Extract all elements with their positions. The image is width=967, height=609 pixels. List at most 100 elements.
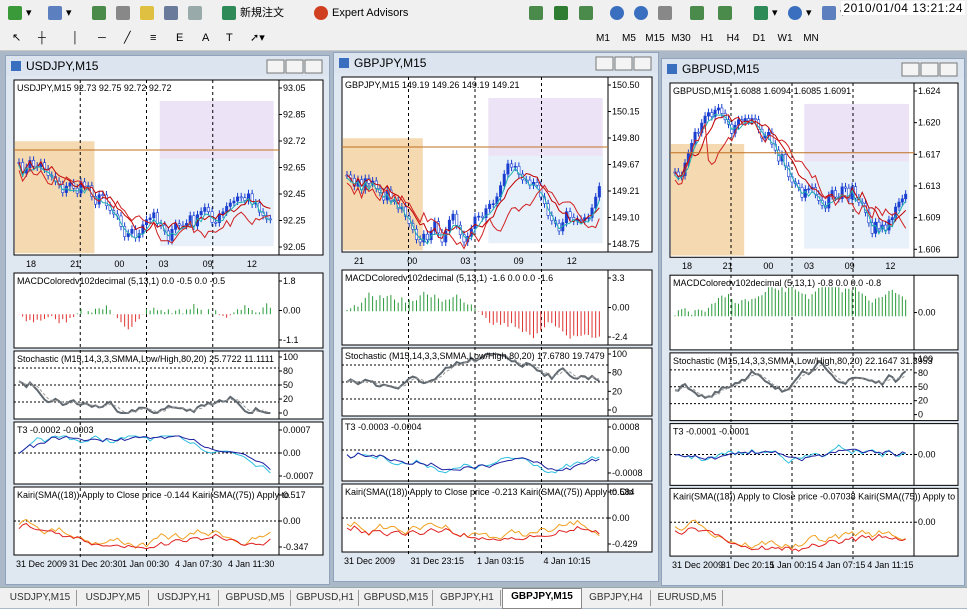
window-min-button[interactable] [901,62,920,77]
timeframe-button[interactable]: H4 [726,33,740,44]
candle-body [897,201,901,208]
timeframe-button[interactable]: M30 [671,33,691,44]
panel [341,269,653,346]
tile-button[interactable] [654,4,680,22]
indicators-button[interactable]: ▾ [750,4,782,22]
arrows-tool[interactable]: ➚▾ [250,32,265,44]
chart-tab[interactable]: GBPUSD,H1 [292,590,359,606]
window-icon [11,61,21,71]
fibo-tool[interactable]: E [176,32,184,44]
zoom-out-button[interactable] [630,4,656,22]
chart-tab[interactable]: GBPUSD,M15 [360,590,433,606]
time-label: 12 [247,259,257,269]
line-chart-button[interactable] [575,4,601,22]
price-header: GBPUSD,M15 1.6088 1.6094 1.6085 1.6091 [673,86,851,96]
candle-body [130,228,134,234]
data-window-button[interactable] [112,4,138,22]
shift-button[interactable] [714,4,740,22]
chart-tab[interactable]: USDJPY,M5 [78,590,149,606]
chart-tab[interactable]: GBPUSD,M5 [220,590,291,606]
axis-label: 20 [283,394,293,404]
axis-label: 0 [918,410,923,420]
candle-body [236,196,240,202]
candle-body [513,166,517,168]
time-label: 31 Dec 2009 [672,560,723,570]
label-tool[interactable]: T [226,32,233,44]
terminal-button[interactable] [160,4,186,22]
candle-body [451,213,455,221]
window-min-button[interactable] [266,59,285,74]
crosshair-tool[interactable]: ┼ [38,32,46,44]
timeframe-button[interactable]: M15 [645,33,665,44]
channel-tool[interactable]: ≡ [150,32,157,44]
autoscroll-button[interactable] [686,4,712,22]
trendline-tool[interactable]: ╱ [124,32,131,44]
kairi-header: Kairi(SMA((18)) Apply to Close price -0.… [345,487,633,497]
zoom-in-button[interactable] [606,4,632,22]
text-tool[interactable]: A [202,32,210,44]
candle-body [827,195,831,209]
horizontal-line-tool[interactable]: ─ [98,32,106,44]
t3-header: T3 -0.0003 -0.0004 [345,422,422,432]
timeframe-button[interactable]: MN [803,33,819,44]
t3-line [346,452,600,471]
window-max-button[interactable] [614,56,633,71]
periods-button[interactable]: ▾ [784,4,816,22]
candle-body [696,131,700,134]
t3-line [18,435,271,471]
market-watch-button[interactable] [88,4,114,22]
vertical-line-tool[interactable]: │ [72,32,79,44]
axis-label: 80 [612,368,622,378]
candle-body [488,203,492,209]
signal-line [346,353,600,388]
kairi-line [18,522,271,550]
window-min-button[interactable] [595,56,614,71]
chart-tab[interactable]: USDJPY,M15 [4,590,77,606]
timeframe-button[interactable]: D1 [752,33,766,44]
chart-tab[interactable]: GBPJPY,M15 [502,588,582,609]
bar-chart-button[interactable] [525,4,551,22]
panel [341,483,653,553]
axis-label: 20 [918,396,928,406]
candle-body [477,215,481,218]
chart-tab[interactable]: GBPJPY,H4 [582,590,651,606]
axis-label: 0.00 [283,516,301,526]
chart-tab[interactable]: USDJPY,H1 [150,590,219,606]
chart-window: GBPJPY,M15 GBPJPY,M15 149.19 149.26 149.1… [333,52,659,582]
axis-label: 92.65 [283,163,306,173]
axis-label: 0.00 [918,308,936,318]
panel [341,418,653,482]
chart-tab[interactable]: GBPJPY,H1 [434,590,501,606]
window-close-button[interactable] [633,56,652,71]
kairi-line [346,519,600,540]
candle-body [491,203,495,205]
new-order-button[interactable]: 新規注文 [218,4,288,22]
axis-label: -0.429 [612,539,638,549]
candle-body [418,239,422,243]
timeframe-button[interactable]: H1 [700,33,714,44]
time-label: 1 Jan 00:15 [770,560,817,570]
title-bar [6,56,329,76]
moving-average [18,165,271,240]
profiles-button[interactable]: ▾ [44,4,76,22]
timeframe-button[interactable]: W1 [777,33,793,44]
clock: 2010/01/04 13:21:24 [841,1,965,15]
axis-label: -0.347 [283,542,309,552]
window-close-button[interactable] [939,62,958,77]
tester-button[interactable] [184,4,210,22]
axis-label: 100 [612,349,627,359]
window-max-button[interactable] [285,59,304,74]
price-header: USDJPY,M15 92.73 92.75 92.72 92.72 [17,83,171,93]
candle-chart-button[interactable] [550,4,576,22]
timeframe-button[interactable]: M1 [596,33,610,44]
timeframe-button[interactable]: M5 [622,33,636,44]
cursor-tool[interactable]: ↖ [12,32,22,44]
new-chart-button[interactable]: ▾ [4,4,36,22]
window-max-button[interactable] [920,62,939,77]
axis-label: 100 [283,352,298,362]
navigator-button[interactable] [136,4,162,22]
window-close-button[interactable] [304,59,323,74]
moving-average [18,167,271,244]
expert-advisors-button[interactable]: Expert Advisors [310,4,412,22]
chart-tab[interactable]: EURUSD,M5 [652,590,723,606]
